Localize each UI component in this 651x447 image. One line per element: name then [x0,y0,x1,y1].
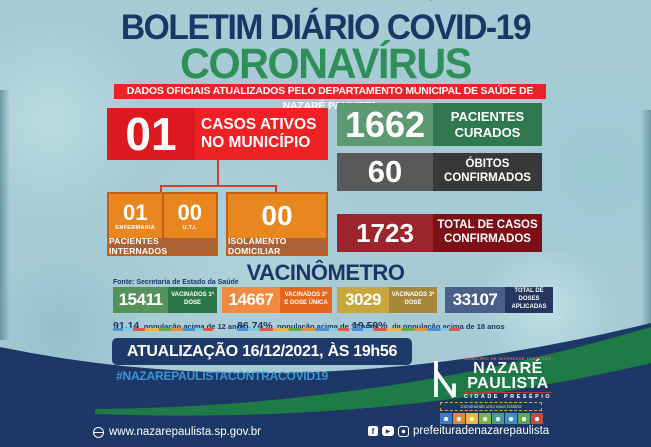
vax-total-value: 33107 [445,287,505,313]
page-title: BOLETIM DIÁRIO COVID-19 [120,8,532,47]
progress-microbar [237,328,349,331]
campaign-hashtag: #NAZAREPAULISTACONTRACOVID19 [116,369,328,383]
home-isolation-card: 00 ISOLAMENTO DOMICILIAR [226,192,328,256]
connector-line [160,185,162,193]
connector-line [160,185,277,187]
icu-label: U.T.I. [182,224,198,231]
instagram-icon[interactable] [398,425,409,437]
pct-dose1-label: população acima de 12 anos [143,322,246,331]
logo-pictogram-icon [517,413,530,425]
official-data-banner: DADOS OFICIAIS ATUALIZADOS PELO DEPARTAM… [114,84,546,112]
progress-microbar [113,328,213,331]
youtube-icon[interactable]: ▶ [382,426,394,436]
active-cases-card: 01 CASOS ATIVOS NO MUNICÍPIO [107,108,328,160]
logo-pictogram-icon [491,413,504,425]
deaths-value: 60 [337,153,433,191]
hospitalized-footer: PACIENTES INTERNADOS [109,236,216,256]
connector-line [275,185,277,193]
progress-microbar [352,328,460,331]
total-confirmed-card: 1723 TOTAL DE CASOS CONFIRMADOS [337,214,542,252]
edge-shade-left [0,90,10,340]
logo-pictogram-icon [504,413,517,425]
logo-name-line1: NAZARÉ [473,360,543,377]
isolation-cell: 00 [228,194,326,238]
active-cases-value: 01 [107,108,195,160]
isolation-footer: ISOLAMENTO DOMICILIAR [228,236,326,256]
website-url[interactable]: www.nazarepaulista.sp.gov.br [109,426,261,438]
vax-total-label: TOTAL DE DOSES APLICADAS [505,287,553,313]
hospitalized-card: 01 ENFERMARIA 00 U.T.I. PACIENTES INTERN… [107,192,218,256]
deaths-card: 60 ÓBITOS CONFIRMADOS [337,153,542,191]
isolation-value: 00 [261,200,293,231]
vaccinometer-title: VACINÔMETRO [246,260,405,285]
logo-name-line2: PAULISTA [467,375,549,393]
icu-cell: 00 U.T.I. [161,194,217,238]
social-links: f ▶ prefeituradenazarepaulista [368,425,549,437]
vax-dose1-label: VACINADOS 1ª DOSE [168,287,217,313]
vax-dose2-box: 14667 VACINADOS 2ª E DOSE ÚNICA [222,287,332,313]
vax-total-box: 33107 TOTAL DE DOSES APLICADAS [445,287,553,313]
update-banner: ATUALIZAÇÃO 16/12/2021, ÀS 19h56 [112,338,412,365]
vax-dose2-value: 14667 [222,287,280,313]
logo-small-text: MUNICÍPIO DE INTERESSE TURÍSTICO [464,356,552,361]
vax-dose3-box: 3029 VACINADOS 3ª DOSE [337,287,437,313]
social-handle[interactable]: prefeituradenazarepaulista [413,425,550,437]
vax-dose1-box: 15411 VACINADOS 1ª DOSE [113,287,217,313]
logo-n-mark-icon [434,361,456,399]
logo-icon-strip [439,413,543,425]
ward-label: ENFERMARIA [115,224,156,231]
logo-pictogram-icon [478,413,491,425]
logo-pictogram-icon [530,413,543,425]
total-confirmed-label: TOTAL DE CASOS CONFIRMADOS [433,214,542,252]
green-swoosh-shape [95,327,651,416]
page-subtitle: CORONAVÍRUS [180,40,472,88]
recovered-label: PACIENTES CURADOS [433,103,542,146]
connector-line [217,160,219,186]
icu-value: 00 [177,199,202,225]
vax-dose1-value: 15411 [113,287,168,313]
vax-dose2-label: VACINADOS 2ª E DOSE ÚNICA [280,287,332,313]
facebook-icon[interactable]: f [368,426,378,436]
recovered-card: 1662 PACIENTES CURADOS [337,103,542,146]
deaths-label: ÓBITOS CONFIRMADOS [433,153,542,191]
city-logo: MUNICÍPIO DE INTERESSE TURÍSTICO NAZARÉ … [430,356,553,425]
logo-pictogram-icon [452,413,465,425]
recovered-value: 1662 [337,103,433,146]
logo-pictogram-icon [465,413,478,425]
municipality-strip: PREFEITURA DO MUNICÍPIO DE INTERESSE TUR… [0,0,651,1]
vax-dose3-value: 3029 [337,287,389,313]
logo-tagline: Construindo uma nova história [440,402,542,412]
total-confirmed-value: 1723 [337,214,433,252]
active-cases-label: CASOS ATIVOS NO MUNICÍPIO [195,108,328,160]
ward-value: 01 [123,199,148,225]
pct-dose2-label: população acima de 12 anos [277,322,379,331]
globe-icon [93,426,104,438]
logo-subtitle: CIDADE PRESÉPIO [463,392,553,401]
ward-cell: 01 ENFERMARIA [109,194,162,238]
edge-shade-right [641,110,651,340]
logo-pictogram-icon [439,413,452,425]
pct-dose3-label: da população acima de 18 anos [392,322,505,331]
website-link[interactable]: www.nazarepaulista.sp.gov.br [93,426,261,438]
vax-dose3-label: VACINADOS 3ª DOSE [389,287,437,313]
vaccinometer-source: Fonte: Secretaria de Estado da Saúde [113,279,239,286]
